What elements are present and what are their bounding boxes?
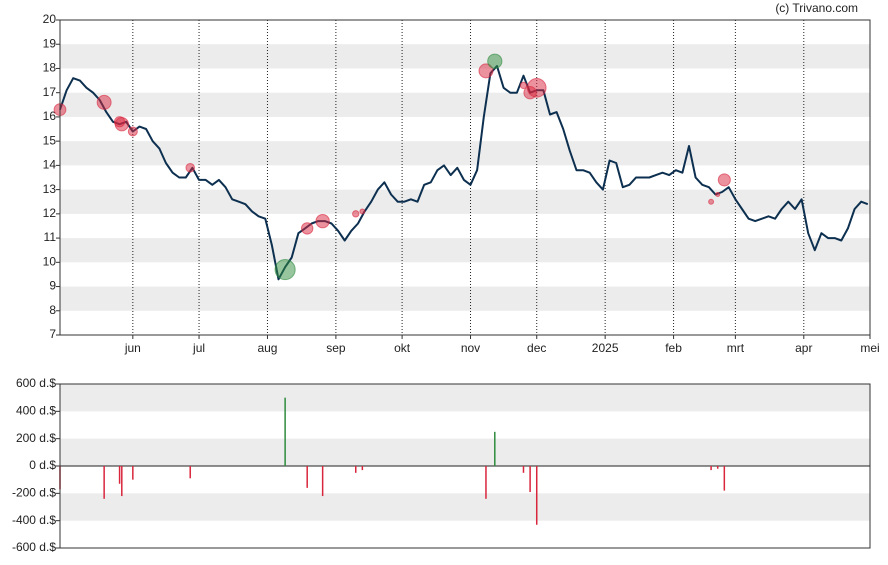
bar — [354, 466, 357, 473]
bar — [716, 466, 719, 469]
trade-marker — [359, 208, 366, 215]
trade-marker — [478, 63, 494, 79]
plot-border — [59, 383, 871, 549]
band — [60, 44, 870, 69]
y-tick-label: -200 d.$ — [12, 486, 56, 500]
bar — [710, 466, 712, 471]
y-tick-label: 16 — [43, 109, 57, 123]
y-tick-label: -600 d.$ — [12, 540, 56, 554]
y-tick-label: 14 — [43, 158, 57, 172]
trade-marker — [526, 78, 547, 98]
x-tick-label: nov — [461, 341, 480, 355]
x-tick-label: 2025 — [592, 341, 619, 355]
y-tick-label: 8 — [49, 303, 56, 317]
band — [60, 286, 870, 311]
y-tick-label: 19 — [43, 36, 57, 50]
trade-marker — [717, 173, 731, 187]
x-tick-label: mei — [860, 341, 879, 355]
x-tick-label: apr — [795, 341, 812, 355]
band — [60, 238, 870, 263]
bar — [723, 466, 726, 491]
copyright: (c) Trivano.com — [775, 1, 858, 15]
y-tick-label: 7 — [49, 327, 56, 341]
trade-marker — [519, 81, 528, 90]
y-tick-label: 600 d.$ — [16, 376, 56, 390]
band — [60, 384, 870, 412]
bar — [485, 466, 487, 499]
y-tick-label: 18 — [43, 61, 57, 75]
x-tick-label: dec — [527, 341, 546, 355]
bar — [321, 466, 324, 497]
x-tick-label: mrt — [727, 341, 745, 355]
trade-marker — [315, 213, 330, 229]
y-tick-label: 13 — [43, 182, 57, 196]
y-tick-label: 9 — [49, 279, 56, 293]
y-tick-label: 200 d.$ — [16, 431, 56, 445]
x-tick-label: jun — [124, 341, 141, 355]
trade-marker — [352, 210, 360, 218]
trade-marker — [708, 198, 715, 205]
bar — [132, 466, 134, 480]
band — [60, 493, 870, 521]
trade-marker — [127, 126, 138, 137]
x-tick-label: aug — [257, 341, 277, 355]
bar — [529, 466, 531, 492]
bar — [189, 466, 191, 479]
y-tick-label: 12 — [43, 206, 57, 220]
plot-border — [59, 19, 871, 336]
band — [60, 189, 870, 214]
y-tick-label: 400 d.$ — [16, 404, 56, 418]
y-tick-label: 17 — [43, 85, 57, 99]
trade-marker — [114, 117, 129, 132]
bar — [494, 431, 496, 466]
bar — [522, 466, 525, 473]
trade-marker — [301, 222, 314, 235]
band — [60, 92, 870, 117]
y-tick-label: 15 — [43, 133, 57, 147]
bar — [535, 466, 538, 525]
band — [60, 141, 870, 166]
y-tick-label: 0 d.$ — [29, 458, 56, 472]
bar — [118, 466, 121, 484]
trade-marker — [185, 163, 195, 173]
y-tick-label: -400 d.$ — [12, 513, 56, 527]
band — [60, 438, 870, 466]
x-tick-label: jul — [192, 341, 205, 355]
y-tick-label: 10 — [43, 254, 57, 268]
bar — [121, 466, 123, 497]
trade-marker — [487, 53, 503, 69]
y-tick-label: 20 — [43, 12, 57, 26]
x-tick-label: feb — [665, 341, 682, 355]
price-line — [59, 65, 869, 281]
x-tick-label: okt — [394, 341, 411, 355]
y-tick-label: 11 — [44, 230, 57, 244]
bar — [361, 466, 364, 471]
trade-marker — [96, 94, 112, 110]
trade-marker — [274, 259, 296, 281]
bar — [306, 466, 308, 488]
bar — [103, 466, 105, 499]
x-tick-label: sep — [326, 341, 346, 355]
bar — [284, 397, 286, 466]
trade-marker — [715, 191, 721, 197]
